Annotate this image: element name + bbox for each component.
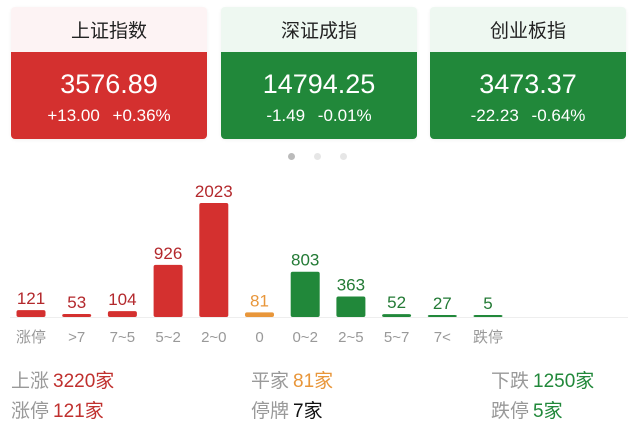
- stat-value: 3220家: [53, 371, 115, 392]
- bar-value-label: 2023: [195, 182, 233, 201]
- bar-4: [199, 203, 229, 317]
- stat-value: 5家: [533, 401, 563, 422]
- pager-dot-1[interactable]: [288, 153, 295, 160]
- index-price: 3576.89: [60, 69, 158, 99]
- category-label: 2~5: [338, 329, 363, 346]
- bar-value-label: 27: [433, 294, 452, 313]
- stat-label: 下跌: [491, 371, 530, 392]
- stat-value: 121家: [53, 401, 104, 422]
- bar-value-label: 53: [67, 293, 86, 312]
- category-label: 涨停: [16, 329, 46, 346]
- category-label: 7<: [434, 329, 451, 346]
- stat-down: 下跌 1250家: [491, 366, 594, 393]
- bar-value-label: 52: [387, 293, 406, 312]
- bar-value-label: 81: [250, 291, 269, 310]
- stat-value: 7家: [293, 401, 323, 422]
- stat-value: 81家: [293, 371, 334, 392]
- bar-7: [336, 296, 366, 317]
- pager-dot-3[interactable]: [340, 153, 347, 160]
- distribution-chart: 121 涨停 53 >7 104 7~5 926 5~2 2023 2~0 81 0 803 0~2 363…: [10, 182, 628, 346]
- index-name: 深证成指: [221, 7, 417, 52]
- index-name: 创业板指: [430, 7, 626, 52]
- index-price: 14794.25: [262, 69, 376, 99]
- category-label: 0: [255, 329, 263, 346]
- stat-limit-up: 涨停 121家: [11, 396, 104, 423]
- stat-suspended: 停牌 7家: [251, 396, 323, 423]
- bar-10: [473, 315, 503, 317]
- stat-up: 上涨 3220家: [11, 366, 114, 393]
- bar-2: [107, 311, 137, 317]
- bar-6: [290, 271, 320, 317]
- bar-value-label: 121: [17, 289, 45, 308]
- category-label: 7~5: [110, 329, 135, 346]
- bar-value-label: 363: [337, 276, 365, 295]
- stat-label: 上涨: [11, 371, 50, 392]
- bar-3: [153, 264, 183, 317]
- category-label: 2~0: [201, 329, 226, 346]
- category-label: 5~7: [384, 329, 409, 346]
- index-change: -22.23: [470, 106, 519, 125]
- category-label: 跌停: [473, 329, 503, 346]
- bar-0: [16, 310, 46, 317]
- bar-9: [427, 315, 457, 317]
- index-card-shanghai[interactable]: 上证指数 3576.89 +13.00 +0.36%: [11, 7, 207, 139]
- stat-limit-down: 跌停 5家: [491, 396, 563, 423]
- stat-value: 1250家: [533, 371, 595, 392]
- stat-label: 跌停: [491, 401, 530, 422]
- pager-dot-2[interactable]: [314, 153, 321, 160]
- bar-value-label: 104: [108, 290, 136, 309]
- bar-value-label: 803: [291, 251, 319, 270]
- bar-5: [245, 312, 274, 317]
- index-change: -1.49: [266, 106, 306, 125]
- category-label: 0~2: [292, 329, 317, 346]
- stat-label: 涨停: [11, 401, 50, 422]
- index-pct: -0.01%: [317, 106, 372, 125]
- stat-label: 停牌: [251, 401, 290, 422]
- bar-8: [382, 314, 412, 317]
- category-label: >7: [68, 329, 85, 346]
- stat-label: 平家: [251, 371, 290, 392]
- stat-flat: 平家 81家: [251, 366, 333, 393]
- index-pct: -0.64%: [531, 106, 586, 125]
- index-pct: +0.36%: [112, 106, 171, 125]
- index-price: 3473.37: [479, 69, 577, 99]
- bar-value-label: 926: [154, 244, 182, 263]
- bar-1: [62, 314, 92, 317]
- index-change: +13.00: [47, 106, 100, 125]
- index-card-shenzhen[interactable]: 深证成指 14794.25 -1.49 -0.01%: [221, 7, 417, 139]
- bar-value-label: 5: [483, 294, 492, 313]
- category-label: 5~2: [155, 329, 180, 346]
- index-card-chinext[interactable]: 创业板指 3473.37 -22.23 -0.64%: [430, 7, 626, 139]
- index-name: 上证指数: [11, 7, 207, 52]
